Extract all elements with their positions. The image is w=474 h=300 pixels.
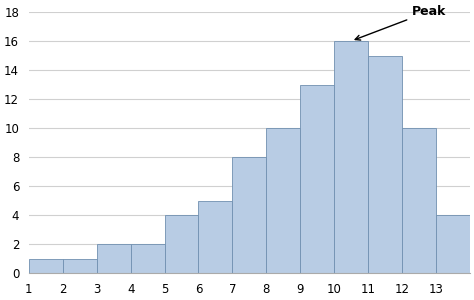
Bar <box>436 215 470 273</box>
Bar <box>266 128 300 273</box>
Bar <box>334 41 368 273</box>
Bar <box>199 201 232 273</box>
Bar <box>300 85 334 273</box>
Bar <box>232 157 266 273</box>
Bar <box>368 56 402 273</box>
Bar <box>29 259 63 273</box>
Bar <box>164 215 199 273</box>
Bar <box>63 259 97 273</box>
Bar <box>131 244 164 273</box>
Text: Peak: Peak <box>355 5 447 40</box>
Bar <box>402 128 436 273</box>
Bar <box>97 244 131 273</box>
